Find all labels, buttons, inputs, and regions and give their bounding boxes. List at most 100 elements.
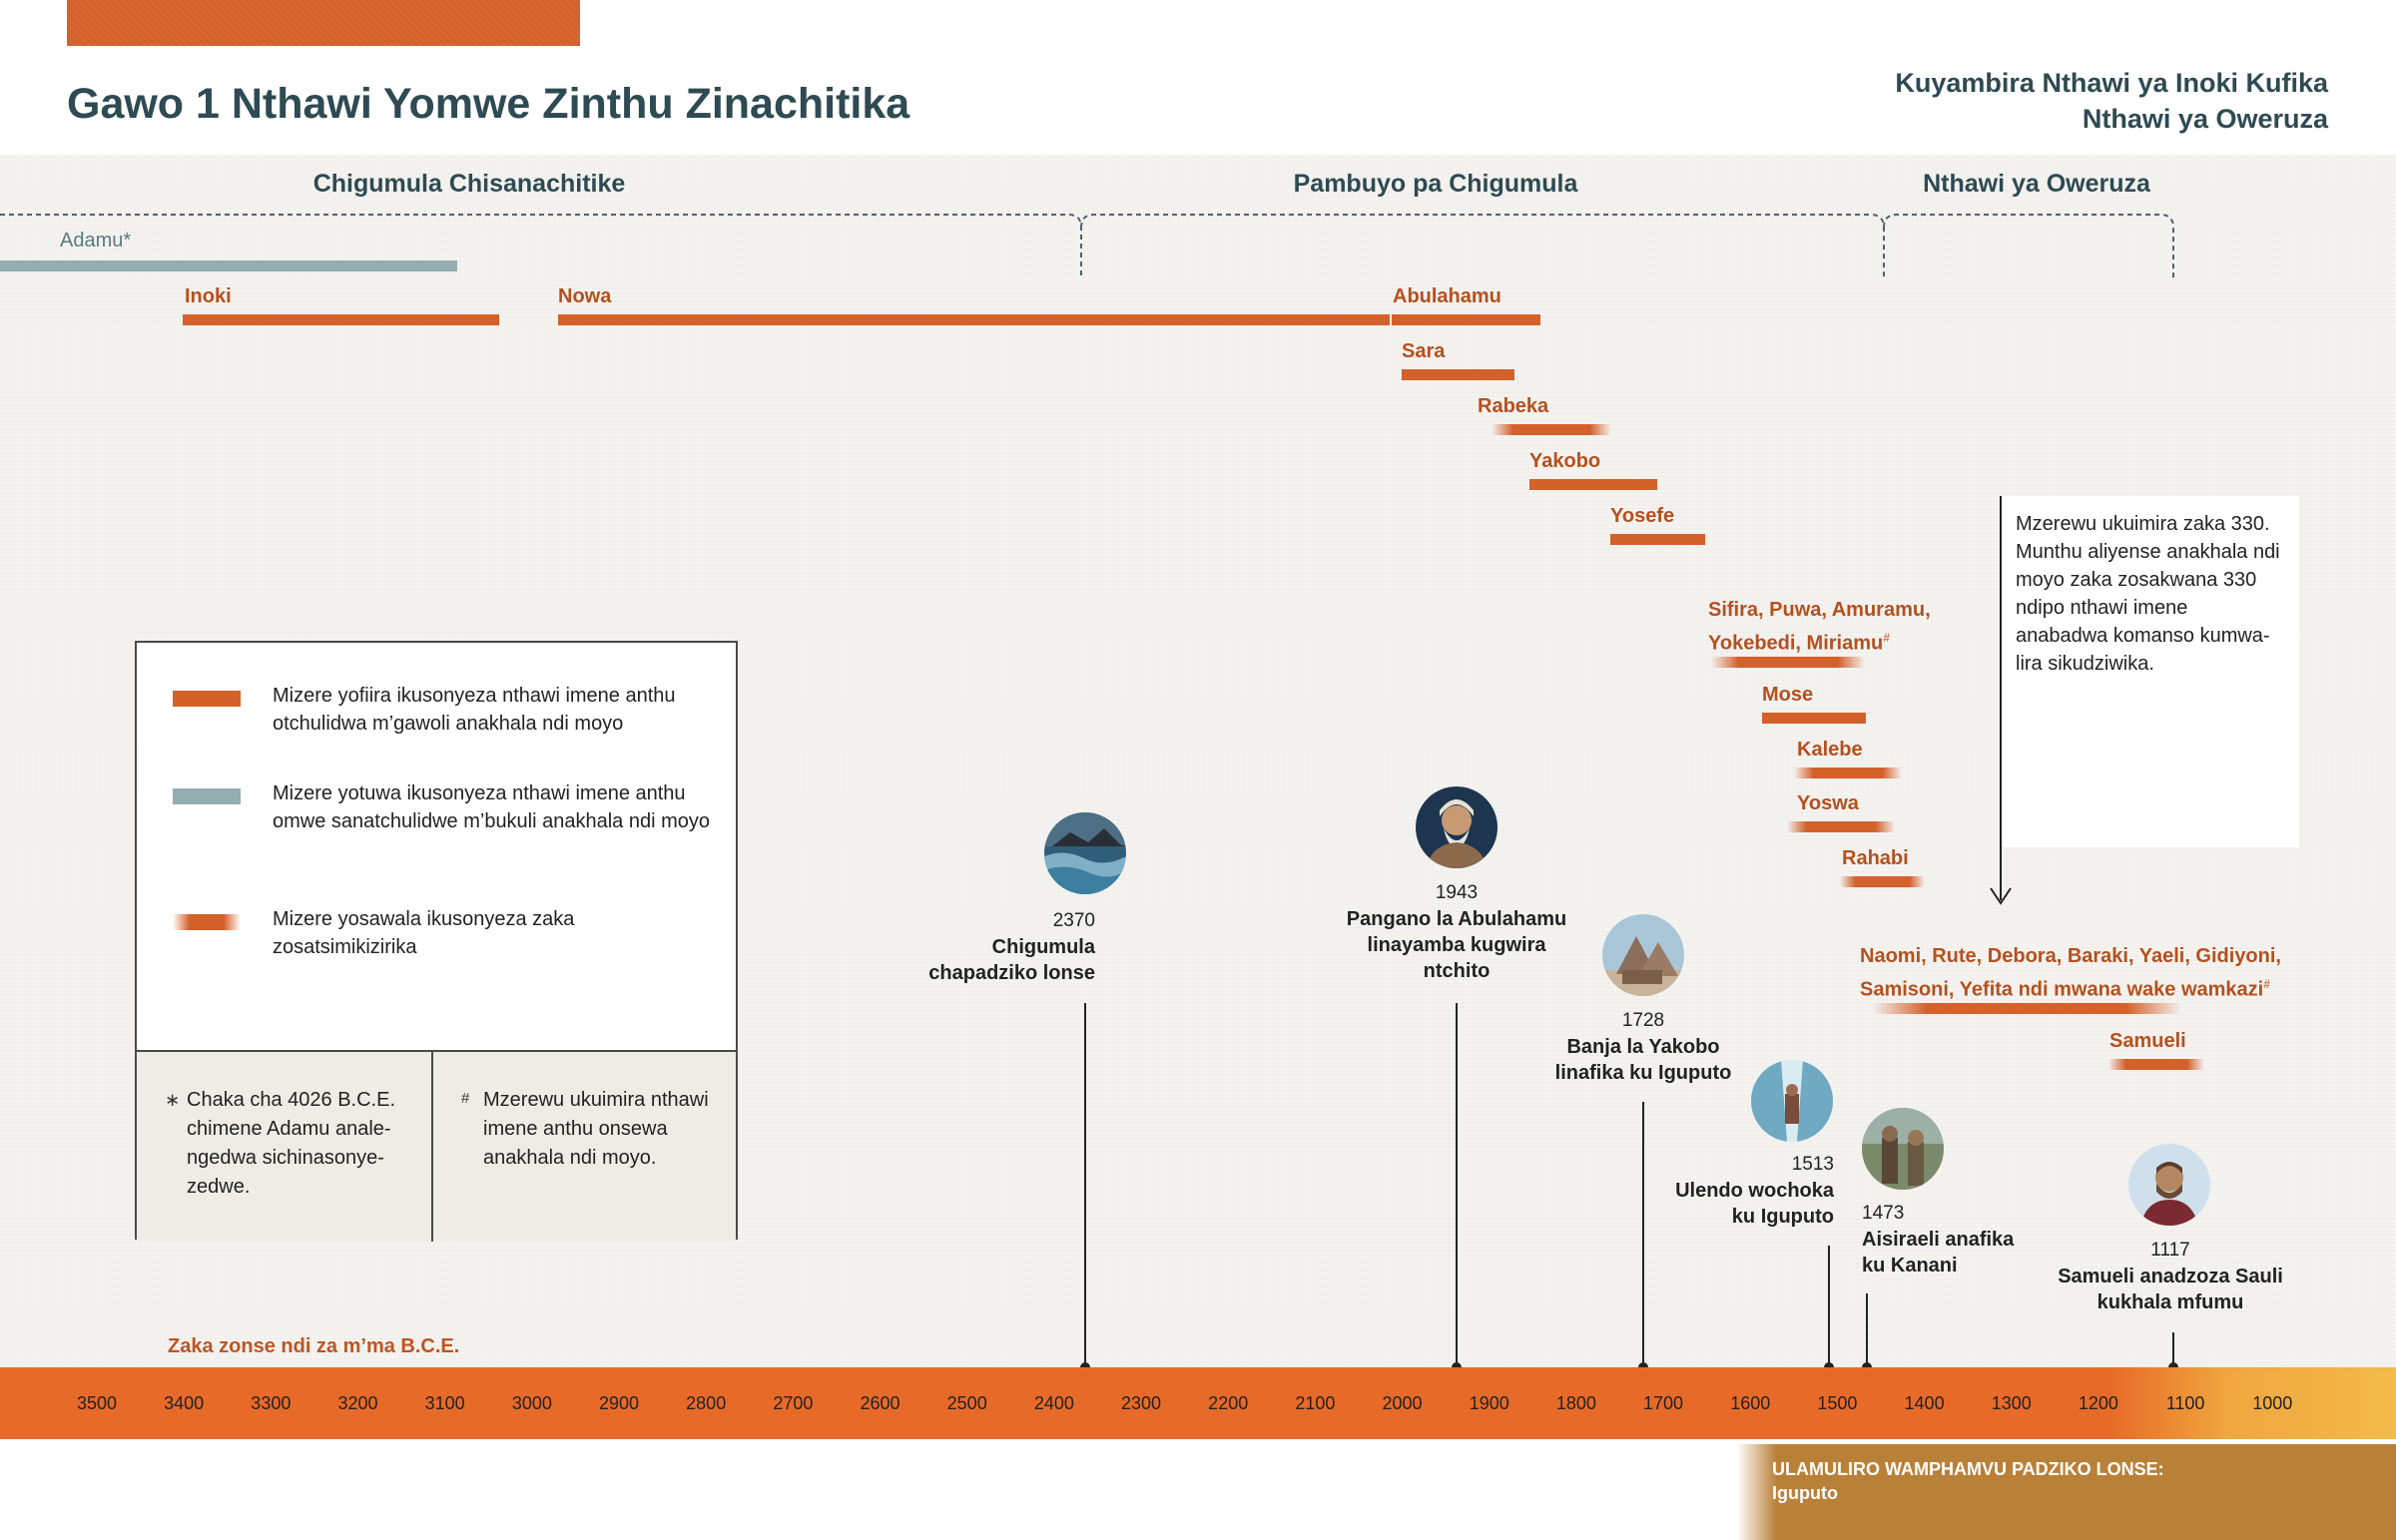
callout-box: Mzerewu ukuimira zaka 330. Munthu aliyen… [2000, 496, 2299, 847]
naomi-label-line-2: Samisoni, Yefita ndi mwana wake wamkazi# [1860, 970, 2281, 1004]
event-saul-anointed-year: 1117 [2150, 1240, 2190, 1261]
event-covenant-label-3: ntchito [1423, 960, 1491, 982]
axis-tick-1200: 1200 [2078, 1393, 2118, 1413]
axis-tick-3300: 3300 [251, 1393, 292, 1413]
event-exodus: 1513 Ulendo wochoka ku Iguputo [1675, 1152, 1834, 1230]
axis-tick-3000: 3000 [511, 1393, 552, 1413]
inoki-bar [183, 314, 499, 325]
event-saul-anointed: 1117 Samueli anadzoza Sauli kukhala mfum… [2058, 1238, 2283, 1315]
naomi-label-line-1: Naomi, Rute, Debora, Baraki, Yaeli, Gidi… [1860, 945, 2281, 967]
sifira-label-line-1: Sifira, Puwa, Amuramu, [1708, 599, 1931, 621]
subtitle-line-2: Nthawi ya Oweruza [2082, 104, 2328, 134]
hash-mark: # [1883, 631, 1890, 645]
naomi-label: Naomi, Rute, Debora, Baraki, Yaeli, Gidi… [1860, 942, 2281, 1004]
event-jacob-egypt-label-1: Banja la Yakobo [1566, 1036, 1720, 1058]
legend-faded-text: Mizere yosawala ikusonyeza zaka zosatsim… [273, 908, 575, 958]
axis-tick-2600: 2600 [860, 1393, 900, 1413]
event-canaan-label-1: Aisiraeli anafika [1862, 1229, 2015, 1251]
header-color-swatch [67, 0, 580, 46]
world-power-name: Iguputo [1772, 1483, 1838, 1503]
note-asterisk-mark: ∗ [165, 1090, 181, 1110]
note-hash-mark: # [461, 1090, 470, 1107]
yoswa-bar [1787, 821, 1895, 832]
axis-tick-1400: 1400 [1904, 1393, 1945, 1413]
event-flood-label-2: chapadziko lonse [928, 962, 1095, 984]
abulahamu-label: Abulahamu [1393, 285, 1501, 307]
axis-tick-2300: 2300 [1121, 1393, 1162, 1413]
world-power-band [1737, 1444, 2396, 1540]
axis-tick-1700: 1700 [1643, 1393, 1684, 1413]
axis-tick-3500: 3500 [76, 1393, 118, 1413]
naomi-bar [1872, 1003, 2181, 1014]
era-label-before-flood: Chigumula Chisanachitike [312, 170, 626, 198]
page-subtitle: Kuyambira Nthawi ya Inoki Kufika Nthawi … [1895, 65, 2328, 137]
naomi-label-text: Samisoni, Yefita ndi mwana wake wamkazi [1860, 978, 2264, 1001]
adamu-bar [0, 260, 457, 271]
exodus-icon [1751, 1060, 1833, 1142]
axis-tick-2800: 2800 [686, 1393, 727, 1413]
legend-red-text: Mizere yofiira ikusonyeza nthawi imene a… [273, 685, 676, 735]
egypt-pyramids-icon [1602, 914, 1684, 996]
yoswa-label: Yoswa [1797, 792, 1859, 814]
abulahamu-bar [1392, 314, 1540, 325]
israelites-icon [1862, 1108, 1944, 1190]
axis-tick-1300: 1300 [1991, 1393, 2032, 1413]
page-title: Gawo 1 Nthawi Yomwe Zinthu Zinachitika [67, 80, 910, 128]
note-group-lifespan: Mzerewu ukuimira ntha­wi imene anthu ons… [483, 1089, 709, 1169]
kalebe-label: Kalebe [1797, 739, 1863, 761]
abulahamu-portrait-icon [1416, 786, 1498, 868]
nowa-bar [558, 314, 1390, 325]
era-label-judges: Nthawi ya Oweruza [1923, 170, 2150, 198]
era-bracket-judges [1883, 214, 2174, 277]
legend-gray-swatch [173, 788, 241, 804]
legend-red-swatch [173, 691, 241, 707]
rahabi-label: Rahabi [1842, 847, 1909, 869]
inoki-label: Inoki [185, 285, 232, 307]
rabeka-bar [1492, 424, 1611, 435]
legend-notes-divider [431, 1052, 433, 1242]
event-saul-anointed-label-2: kukhala mfumu [2096, 1291, 2244, 1313]
event-saul-anointed-label-1: Samueli anadzoza Sauli [2058, 1266, 2283, 1287]
axis-tick-2900: 2900 [598, 1393, 640, 1413]
kalebe-bar [1794, 768, 1902, 778]
legend-gray-text: Mizere yotuwa ikusonyeza nthawi imene an… [273, 782, 711, 832]
axis-caption: Zaka zonse ndi za m’ma B.C.E. [168, 1335, 460, 1357]
event-covenant-label-2: linayamba kugwira [1367, 934, 1546, 956]
event-flood-year: 2370 [1052, 910, 1095, 931]
flood-icon [1044, 812, 1126, 894]
samueli-portrait-icon [2128, 1144, 2210, 1226]
axis-tick-3100: 3100 [424, 1393, 465, 1413]
subtitle-line-1: Kuyambira Nthawi ya Inoki Kufika [1895, 68, 2328, 98]
nowa-label: Nowa [558, 285, 612, 307]
event-jacob-egypt-year: 1728 [1621, 1010, 1665, 1031]
axis-tick-1800: 1800 [1555, 1393, 1596, 1413]
event-covenant-label-1: Pangano la Abulahamu [1346, 908, 1567, 930]
axis-tick-3200: 3200 [337, 1393, 378, 1413]
world-power-title: ULAMULIRO WAMPHAMVU PADZIKO LONSE: [1772, 1459, 2164, 1479]
event-canaan-label-2: ku Kanani [1862, 1255, 1958, 1277]
event-jacob-egypt-label-2: linafika ku Iguputo [1554, 1062, 1732, 1084]
axis-tick-2200: 2200 [1208, 1393, 1249, 1413]
rabeka-label: Rabeka [1478, 395, 1549, 417]
mose-bar [1762, 713, 1866, 724]
era-label-after-flood: Pambuyo pa Chigumula [1293, 170, 1578, 198]
timeline-axis [0, 1367, 2396, 1439]
yosefe-bar [1610, 534, 1705, 545]
samueli-bar [2108, 1059, 2204, 1070]
sifira-label: Sifira, Puwa, Amuramu, Yokebedi, Miriamu… [1708, 596, 1931, 658]
axis-tick-2400: 2400 [1033, 1393, 1074, 1413]
legend-notes: ∗ Chaka cha 4026 B.C.E. chimene Adamu an… [137, 1050, 736, 1242]
yosefe-label: Yosefe [1610, 505, 1675, 527]
axis-tick-2000: 2000 [1382, 1393, 1423, 1413]
adamu-label: Adamu* [60, 230, 132, 252]
note-adamu: Chaka cha 4026 B.C.E. chimene Adamu anal… [187, 1089, 396, 1198]
event-exodus-label-1: Ulendo wochoka [1675, 1180, 1834, 1202]
axis-tick-3400: 3400 [164, 1393, 205, 1413]
sara-bar [1402, 369, 1514, 380]
yakobo-label: Yakobo [1529, 450, 1601, 472]
legend-faded-swatch [173, 914, 241, 930]
axis-tick-2100: 2100 [1295, 1393, 1336, 1413]
event-covenant-year: 1943 [1435, 882, 1479, 903]
